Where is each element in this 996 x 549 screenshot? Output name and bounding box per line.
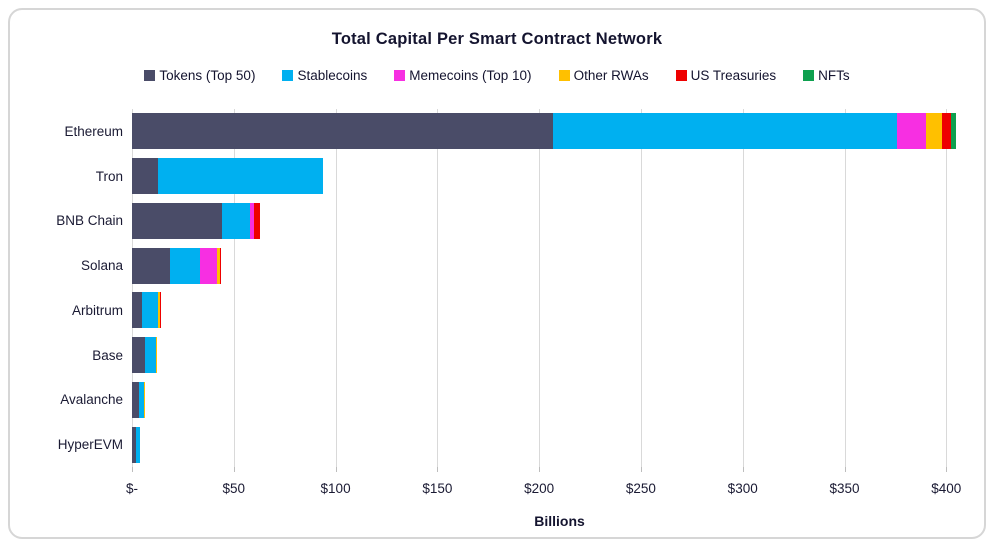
- bar-segment: [217, 247, 220, 284]
- axis-tick-mark: [233, 467, 235, 472]
- bar-segment: [158, 292, 160, 329]
- bar-track: [132, 381, 984, 418]
- legend-swatch-icon: [558, 70, 570, 81]
- bar-segment: [141, 292, 159, 329]
- bar-segment: [254, 202, 261, 239]
- bar-segment: [942, 113, 952, 150]
- bar-segment: [132, 337, 145, 374]
- axis-tick-mark: [640, 467, 642, 472]
- bar-segment: [144, 337, 156, 374]
- chart-legend: Tokens (Top 50) Stablecoins Memecoins (Top…: [10, 68, 984, 83]
- bar-track: [132, 158, 984, 195]
- x-tick-label: $300: [727, 481, 758, 496]
- axis-tick-mark: [946, 467, 948, 472]
- legend-label: Memecoins (Top 10): [409, 68, 532, 83]
- x-tick-label: $-: [125, 481, 139, 496]
- bar-segment: [132, 247, 170, 284]
- category-label: HyperEVM: [57, 437, 123, 453]
- x-tick-label: $50: [222, 481, 246, 496]
- bar-segment: [132, 202, 222, 239]
- plot-area: Ethereum Tron BNB Chain Solana Arbitrum Base A…: [10, 109, 984, 467]
- category-label: Avalanche: [60, 392, 123, 408]
- bar-segment: [951, 113, 957, 150]
- bar-segment: [132, 381, 140, 418]
- legend-label: Tokens (Top 50): [159, 68, 256, 83]
- bar-row: Arbitrum: [10, 288, 984, 333]
- axis-tick-mark: [335, 467, 337, 472]
- legend-label: Stablecoins: [297, 68, 368, 83]
- legend-item: Other RWAs: [558, 68, 649, 83]
- x-tick-label: $350: [829, 481, 860, 496]
- bar-row: Solana: [10, 243, 984, 288]
- bar-segment: [158, 158, 324, 195]
- axis-tick-mark: [844, 467, 846, 472]
- x-tick-label: $400: [931, 481, 962, 496]
- bar-segment: [155, 337, 158, 374]
- legend-swatch-icon: [394, 70, 406, 81]
- bar-track: [132, 426, 984, 463]
- legend-item: Stablecoins: [282, 68, 367, 83]
- x-axis-title: Billions: [534, 513, 585, 529]
- bar-segment: [144, 381, 146, 418]
- bar-segment: [132, 426, 137, 463]
- axis-tick-mark: [742, 467, 744, 472]
- bar-segment: [169, 247, 201, 284]
- axis-tick-mark: [132, 467, 133, 472]
- legend-swatch-icon: [282, 70, 294, 81]
- legend-swatch-icon: [144, 70, 156, 81]
- axis-tick-mark: [437, 467, 439, 472]
- bar-row: Tron: [10, 154, 984, 199]
- category-label: Ethereum: [64, 123, 123, 139]
- bar-track: [132, 292, 984, 329]
- bar-track: [132, 247, 984, 284]
- x-axis-tick-labels: $- $50 $100 $150 $200 $250 $300 $350 $400: [126, 481, 984, 499]
- bar-track: [132, 113, 984, 150]
- category-label: Arbitrum: [71, 302, 123, 318]
- legend-item: Tokens (Top 50): [144, 68, 255, 83]
- legend-label: Other RWAs: [573, 68, 649, 83]
- category-label: Tron: [95, 168, 123, 184]
- bar-segment: [250, 202, 255, 239]
- bar-segment: [221, 202, 251, 239]
- bar-segment: [897, 113, 926, 150]
- x-tick-label: $250: [625, 481, 656, 496]
- legend-item: Memecoins (Top 10): [394, 68, 532, 83]
- legend-label: US Treasuries: [690, 68, 777, 83]
- bar-segment: [132, 158, 159, 195]
- bar-segment: [136, 426, 140, 463]
- bar-segment: [139, 381, 145, 418]
- bar-row: BNB Chain: [10, 199, 984, 244]
- category-label: BNB Chain: [56, 213, 123, 229]
- bar-segment: [200, 247, 218, 284]
- axis-tick-mark: [539, 467, 541, 472]
- x-tick-label: $100: [320, 481, 351, 496]
- x-tick-label: $150: [422, 481, 453, 496]
- category-label: Base: [92, 347, 123, 363]
- bar-segment: [553, 113, 898, 150]
- bar-track: [132, 202, 984, 239]
- legend-item: NFTs: [803, 68, 850, 83]
- bar-track: [132, 337, 984, 374]
- chart-card: Total Capital Per Smart Contract Network…: [8, 8, 986, 539]
- chart-title: Total Capital Per Smart Contract Network: [331, 30, 663, 48]
- bar-row: HyperEVM: [10, 422, 984, 467]
- legend-swatch-icon: [803, 70, 815, 81]
- bar-row: Base: [10, 333, 984, 378]
- legend-item: US Treasuries: [675, 68, 777, 83]
- bar-segment: [159, 292, 161, 329]
- x-tick-label: $200: [524, 481, 555, 496]
- category-label: Solana: [80, 258, 123, 274]
- bar-segment: [132, 113, 554, 150]
- bar-segment: [219, 247, 221, 284]
- bar-segment: [132, 292, 142, 329]
- legend-label: NFTs: [818, 68, 850, 83]
- legend-swatch-icon: [675, 70, 687, 81]
- bar-row: Ethereum: [10, 109, 984, 154]
- bar-segment: [925, 113, 943, 150]
- bar-row: Avalanche: [10, 378, 984, 423]
